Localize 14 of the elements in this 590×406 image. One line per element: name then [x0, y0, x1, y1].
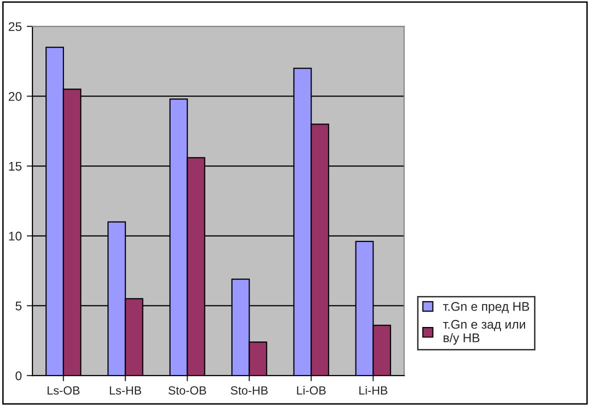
x-tick-label: Li-HB	[359, 386, 388, 395]
x-tick-label: Ls-OB	[48, 386, 80, 395]
x-tick-label: Sto-HB	[230, 386, 268, 395]
y-tick-label: 15	[9, 162, 22, 171]
y-tick-label: 5	[16, 302, 22, 310]
legend-label: т.Gn е зад или в/у НВ	[443, 320, 526, 345]
y-tick-label: 0	[16, 371, 22, 380]
x-tick-label: Sto-OB	[168, 386, 206, 395]
y-tick-label: 20	[8, 92, 22, 101]
y-tick-label: 25	[8, 22, 22, 32]
x-tick-label: Li-OB	[297, 386, 326, 395]
y-tick-label: 10	[9, 232, 22, 241]
legend-label: т.Gn е пред НВ	[443, 302, 530, 314]
x-tick-label: Ls-HB	[110, 386, 142, 395]
